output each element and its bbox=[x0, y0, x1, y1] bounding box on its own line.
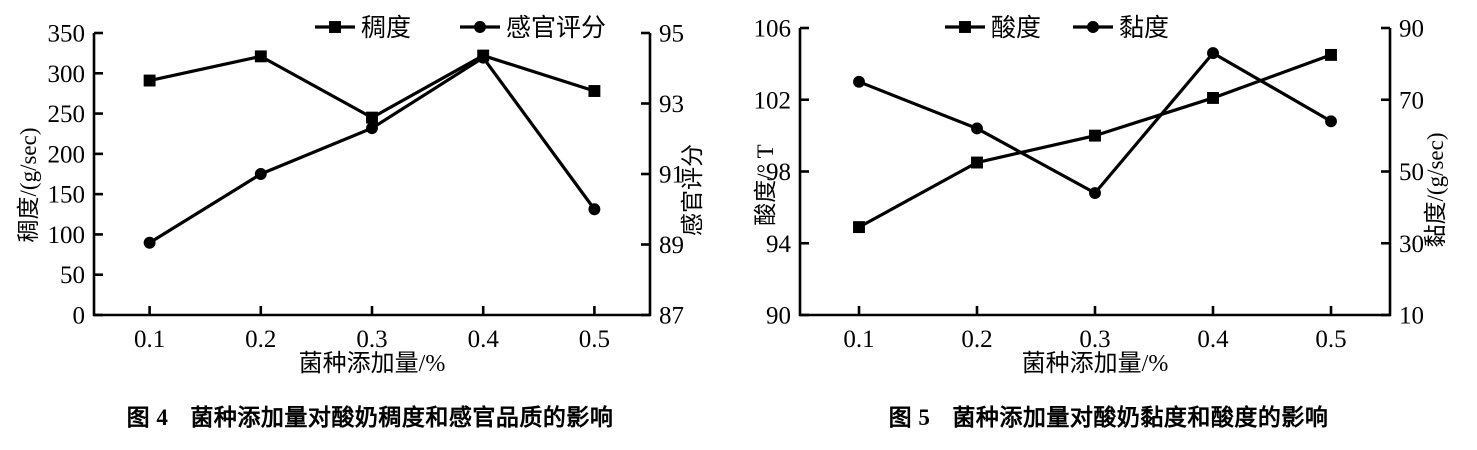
y-axis-tick-label: 90 bbox=[766, 303, 791, 330]
x-axis-tick-label: 0.1 bbox=[843, 326, 874, 353]
series-line-稠度 bbox=[148, 53, 597, 120]
x-axis-tick-label: 0.1 bbox=[134, 326, 165, 353]
axis-frame bbox=[798, 28, 1392, 317]
figure-panel-2: 90 94 98 102 106 10 30 50 70 90 0.1 0.2 0.3 0.4 0.5 酸度/… bbox=[740, 0, 1477, 450]
data-point-square bbox=[1207, 92, 1219, 104]
data-point-circle bbox=[254, 168, 267, 180]
legend-marker-square bbox=[329, 21, 341, 33]
y-axis-tick-label: 102 bbox=[754, 87, 792, 114]
y2-axis-title: 黏度/(g/sec) bbox=[1423, 133, 1448, 248]
data-point-circle bbox=[477, 51, 490, 64]
y-axis-tick-label: 100 bbox=[48, 222, 86, 249]
x-axis-tick-label: 0.4 bbox=[1197, 326, 1229, 353]
x-axis-tick-label: 0.3 bbox=[356, 326, 387, 353]
data-point-square bbox=[1089, 129, 1101, 142]
legend-label-稠度: 稠度 bbox=[361, 14, 411, 42]
legend-label-感官评分: 感官评分 bbox=[506, 14, 606, 42]
series-line-黏度 bbox=[857, 51, 1333, 195]
y-axis-tick-label: 0 bbox=[73, 303, 86, 330]
legend-label-黏度: 黏度 bbox=[1119, 14, 1169, 42]
data-point-circle bbox=[143, 236, 156, 249]
y-axis-tick-label: 350 bbox=[48, 21, 86, 48]
figure-2-caption: 图 5 菌种添加量对酸奶黏度和酸度的影响 bbox=[740, 398, 1477, 432]
series-line-感官评分 bbox=[148, 56, 597, 245]
figure-2-number: 图 5 bbox=[888, 405, 931, 430]
data-point-circle bbox=[1325, 115, 1337, 128]
legend-marker-circle bbox=[1087, 21, 1099, 33]
y2-axis-tick-label: 70 bbox=[1399, 87, 1424, 114]
legend-marker-square bbox=[959, 21, 971, 33]
x-axis-tick-label: 0.5 bbox=[1315, 326, 1346, 353]
data-point-square bbox=[853, 221, 865, 234]
legend-marker-circle bbox=[474, 21, 486, 33]
x-axis-tick-label: 0.5 bbox=[579, 326, 610, 353]
y-axis-title: 酸度/° T bbox=[753, 144, 778, 225]
y-axis-title: 稠度/(g/sec) bbox=[16, 128, 41, 243]
y2-axis-tick-label: 30 bbox=[1399, 231, 1424, 258]
x-axis-title: 菌种添加量/% bbox=[299, 350, 446, 377]
legend-label-酸度: 酸度 bbox=[991, 14, 1041, 42]
data-point-circle bbox=[1207, 47, 1219, 60]
y2-axis-tick-label: 95 bbox=[659, 21, 684, 48]
y2-axis-tick-label: 90 bbox=[1399, 16, 1424, 43]
figure-1-caption-text: 菌种添加量对酸奶稠度和感官品质的影响 bbox=[190, 405, 614, 430]
data-point-square bbox=[366, 111, 378, 124]
data-point-square bbox=[588, 85, 601, 97]
x-axis-tick-label: 0.2 bbox=[961, 326, 992, 353]
x-axis-tick-label: 0.2 bbox=[245, 326, 276, 353]
y2-axis-tick-label: 87 bbox=[659, 303, 684, 330]
y-axis-tick-label: 94 bbox=[766, 231, 792, 258]
x-axis-title: 菌种添加量/% bbox=[1022, 350, 1169, 377]
y-axis-tick-label: 50 bbox=[60, 262, 85, 289]
figure-1-number: 图 4 bbox=[126, 405, 169, 430]
y-axis-tick-label: 300 bbox=[48, 61, 86, 88]
data-point-circle bbox=[853, 75, 865, 88]
y-axis-tick-label: 106 bbox=[754, 16, 792, 43]
figure-1-caption: 图 4 菌种添加量对酸奶稠度和感官品质的影响 bbox=[0, 398, 740, 432]
data-point-square bbox=[254, 50, 267, 63]
y2-axis-tick-label: 89 bbox=[659, 232, 684, 259]
y2-axis-tick-label: 50 bbox=[1399, 159, 1424, 186]
y2-axis-tick-label: 10 bbox=[1399, 303, 1424, 330]
y2-axis-title: 感官评分 bbox=[680, 144, 705, 236]
y-axis-tick-label: 250 bbox=[48, 101, 86, 128]
y-axis-tick-label: 98 bbox=[766, 159, 791, 186]
figure-panel-1: 0 50 100 150 200 250 300 350 87 89 91 93 95 0.1 0.2 0.3… bbox=[0, 14, 740, 432]
x-axis-tick-label: 0.4 bbox=[468, 326, 500, 353]
y2-axis-tick-label: 91 bbox=[659, 162, 684, 189]
data-point-square bbox=[1325, 48, 1337, 61]
figure-2-caption-text: 菌种添加量对酸奶黏度和酸度的影响 bbox=[952, 405, 1329, 430]
data-point-circle bbox=[1089, 187, 1101, 199]
data-point-circle bbox=[366, 122, 378, 135]
y-axis-tick-label: 150 bbox=[48, 182, 86, 209]
y-axis-tick-label: 200 bbox=[48, 141, 86, 168]
data-point-square bbox=[143, 74, 156, 87]
y2-axis-tick-label: 93 bbox=[659, 91, 684, 118]
x-axis-tick-label: 0.3 bbox=[1079, 326, 1110, 353]
chart-2: 90 94 98 102 106 10 30 50 70 90 0.1 0.2 0.3 0.4 0.5 酸度/… bbox=[753, 14, 1448, 377]
data-point-circle bbox=[588, 203, 601, 216]
chart-1: 0 50 100 150 200 250 300 350 87 89 91 93 95 0.1 0.2 0.3… bbox=[16, 14, 705, 377]
data-point-square bbox=[971, 156, 983, 169]
data-point-circle bbox=[971, 122, 983, 135]
